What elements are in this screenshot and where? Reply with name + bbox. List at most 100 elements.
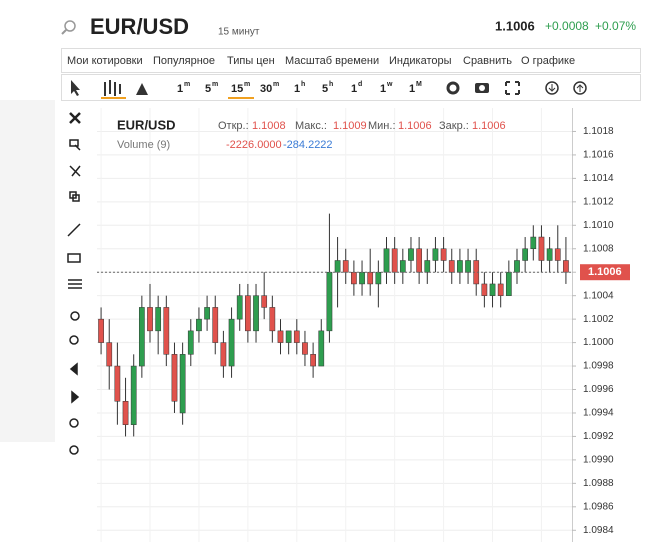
candles-icon[interactable]	[104, 80, 121, 96]
candle-body	[122, 400, 129, 425]
candle-body	[497, 283, 504, 296]
candle-body	[179, 354, 186, 414]
candle-body	[106, 342, 113, 367]
candle-body	[261, 295, 268, 308]
timeframe[interactable]: 30 m	[260, 81, 279, 95]
candle-body	[334, 260, 341, 273]
candle-body	[98, 318, 104, 343]
timeframe[interactable]: 15 m	[228, 81, 254, 99]
candle-body	[326, 271, 333, 332]
candle-body	[546, 248, 553, 261]
toolbar	[61, 74, 641, 101]
candle-body	[538, 236, 545, 261]
candle-body	[530, 236, 537, 250]
timeframe-unit: m	[273, 81, 279, 88]
menu-item[interactable]: Популярное	[153, 55, 215, 67]
candle-body	[196, 318, 202, 332]
candle-body	[318, 330, 325, 367]
settings-icon[interactable]	[446, 81, 460, 95]
menu-bar	[61, 48, 641, 73]
candle-body	[399, 260, 406, 273]
y-tick-label: 1.1014	[583, 173, 614, 184]
area-icon[interactable]	[136, 83, 148, 95]
legend-high-label: Макс.:	[295, 120, 327, 132]
legend-high: 1.1009	[333, 120, 367, 132]
y-tick-label: 1.0992	[583, 431, 614, 442]
y-tick-label: 1.1018	[583, 126, 614, 137]
timeframe-value: 1	[351, 83, 357, 95]
timeframe-unit: m	[244, 81, 250, 88]
candle-body	[277, 330, 284, 343]
candle-body	[114, 365, 121, 402]
legend-low: 1.1006	[398, 120, 432, 132]
menu-item[interactable]: Сравнить	[463, 55, 512, 67]
change-pct: +0.07%	[595, 19, 636, 33]
candle-body	[163, 307, 170, 355]
candle-body	[424, 260, 431, 273]
timeframe-unit: d	[358, 81, 362, 88]
candle-body	[310, 354, 316, 367]
timeframe-value: 15	[231, 83, 243, 95]
menu-item[interactable]: О графике	[521, 55, 575, 67]
candle-body	[440, 248, 447, 261]
last-price-label: 1.1006	[588, 266, 622, 278]
candle-body	[391, 248, 398, 273]
timeframe-unit: h	[329, 81, 333, 88]
timeframe-unit: w	[386, 81, 393, 88]
volume-label: Volume (9)	[117, 139, 170, 151]
y-tick-label: 1.1008	[583, 243, 614, 254]
candle-body	[171, 354, 178, 402]
candle-body	[220, 342, 227, 367]
side-panel	[0, 100, 55, 442]
candle-body	[375, 271, 382, 285]
candle-body	[505, 271, 512, 296]
candle-body	[554, 248, 561, 261]
legend-close: 1.1006	[472, 120, 506, 132]
candle-body	[457, 260, 463, 273]
candle-body	[416, 248, 422, 273]
y-tick-label: 1.1004	[583, 290, 614, 301]
y-tick-label: 1.0988	[583, 478, 614, 489]
last-price-box	[580, 264, 630, 281]
candle-body	[448, 260, 455, 273]
candle-body	[236, 295, 243, 320]
cursor-icon[interactable]	[71, 80, 80, 96]
candle-body	[432, 248, 439, 261]
menu-item[interactable]: Масштаб времени	[285, 55, 379, 67]
timeframe-unit: m	[184, 81, 190, 88]
candle-body	[342, 260, 349, 273]
legend-symbol: EUR/USD	[117, 117, 176, 132]
upload-icon[interactable]	[573, 81, 587, 95]
candle-body	[285, 330, 292, 343]
fullscreen-icon[interactable]	[505, 81, 520, 95]
y-tick-label: 1.0994	[583, 408, 614, 419]
legend-low-label: Мин.:	[368, 120, 396, 132]
timeframe-value: 30	[260, 83, 272, 95]
search-icon[interactable]	[61, 20, 76, 35]
y-tick-label: 1.0998	[583, 361, 614, 372]
candle-body	[302, 342, 308, 355]
candle-body	[245, 295, 251, 332]
y-tick-label: 1.0996	[583, 384, 614, 395]
candle-body	[253, 295, 259, 332]
volume-b: -284.2222	[283, 139, 333, 151]
y-tick-label: 1.0984	[583, 525, 614, 536]
camera-icon[interactable]	[475, 83, 489, 93]
y-tick-label: 1.1002	[583, 314, 614, 325]
y-tick-label: 1.0986	[583, 501, 614, 512]
download-icon[interactable]	[545, 81, 559, 95]
drawing-tools[interactable]	[67, 112, 82, 455]
menu-item[interactable]: Индикаторы	[389, 55, 452, 67]
timeframe-value: 1	[409, 83, 415, 95]
menu-item[interactable]: Типы цен	[227, 55, 275, 67]
candle-body	[228, 318, 235, 367]
menu-item[interactable]: Мои котировки	[67, 55, 143, 67]
